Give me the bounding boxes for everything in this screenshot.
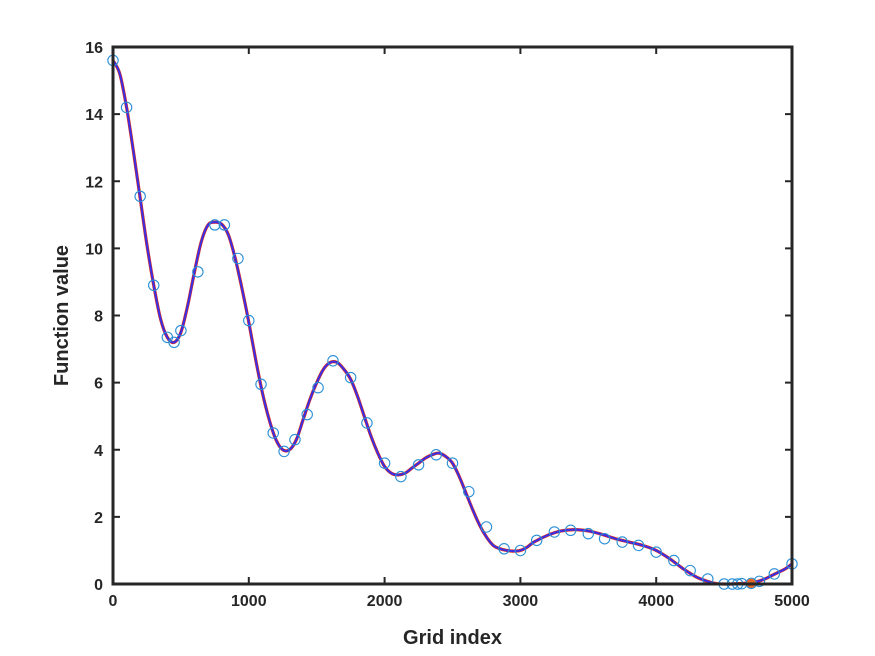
x-axis-label: Grid index (403, 627, 502, 649)
data-point-marker (361, 417, 373, 429)
x-tick-label: 0 (109, 593, 118, 610)
series-line (112, 59, 793, 586)
plot-area (113, 47, 792, 584)
data-point-marker (395, 470, 407, 483)
y-tick-label: 16 (85, 40, 103, 57)
y-tick-label: 10 (85, 241, 103, 258)
data-point-marker (616, 536, 628, 548)
data-point-marker (218, 219, 231, 231)
data-point-marker (312, 381, 324, 394)
x-tick-label: 4000 (638, 593, 674, 610)
data-point-marker (120, 101, 133, 114)
data-point-marker (168, 336, 180, 349)
data-point-marker (446, 457, 459, 469)
data-point-marker (582, 527, 595, 540)
data-point-marker (650, 546, 662, 558)
y-tick-label: 6 (94, 376, 103, 393)
x-tick-label: 3000 (503, 593, 539, 610)
data-point-marker (548, 526, 561, 538)
data-point-marker (255, 378, 267, 391)
data-point-marker (632, 539, 645, 552)
data-point-marker (430, 449, 442, 461)
data-point-marker (232, 252, 244, 265)
y-tick-label: 4 (94, 443, 103, 460)
y-tick-label: 8 (94, 309, 103, 326)
axes-frame (111, 45, 794, 586)
y-tick-label: 14 (85, 107, 103, 124)
data-point-marker (768, 568, 781, 580)
data-point-marker (668, 554, 680, 567)
y-axis-label: Function value (51, 245, 73, 386)
data-point-marker (301, 408, 313, 421)
data-point-marker (209, 219, 221, 231)
data-point-marker (530, 534, 543, 547)
x-tick-label: 1000 (231, 593, 267, 610)
data-point-marker (463, 485, 475, 498)
y-tick-label: 0 (94, 577, 103, 594)
data-point-marker (147, 279, 160, 292)
data-point-marker (289, 433, 301, 446)
data-point-marker (598, 532, 611, 545)
data-point-marker (243, 314, 255, 327)
data-point-marker (134, 190, 146, 203)
data-point-marker (480, 521, 493, 533)
data-point-marker (378, 457, 391, 469)
series-layer (107, 54, 798, 590)
y-tick-label: 2 (94, 510, 103, 527)
data-point-marker (498, 543, 510, 555)
data-point-marker (412, 459, 425, 471)
data-point-marker (267, 427, 279, 439)
data-point-marker (344, 371, 357, 384)
data-point-marker (192, 266, 204, 278)
y-tick-label: 12 (85, 174, 103, 191)
data-point-marker (175, 324, 187, 337)
data-point-marker (327, 355, 339, 367)
x-tick-label: 2000 (367, 593, 403, 610)
data-point-marker (514, 544, 527, 557)
data-point-marker (278, 445, 290, 458)
x-tick-label: 5000 (774, 593, 810, 610)
data-point-marker (684, 564, 696, 577)
data-point-marker (564, 524, 577, 537)
